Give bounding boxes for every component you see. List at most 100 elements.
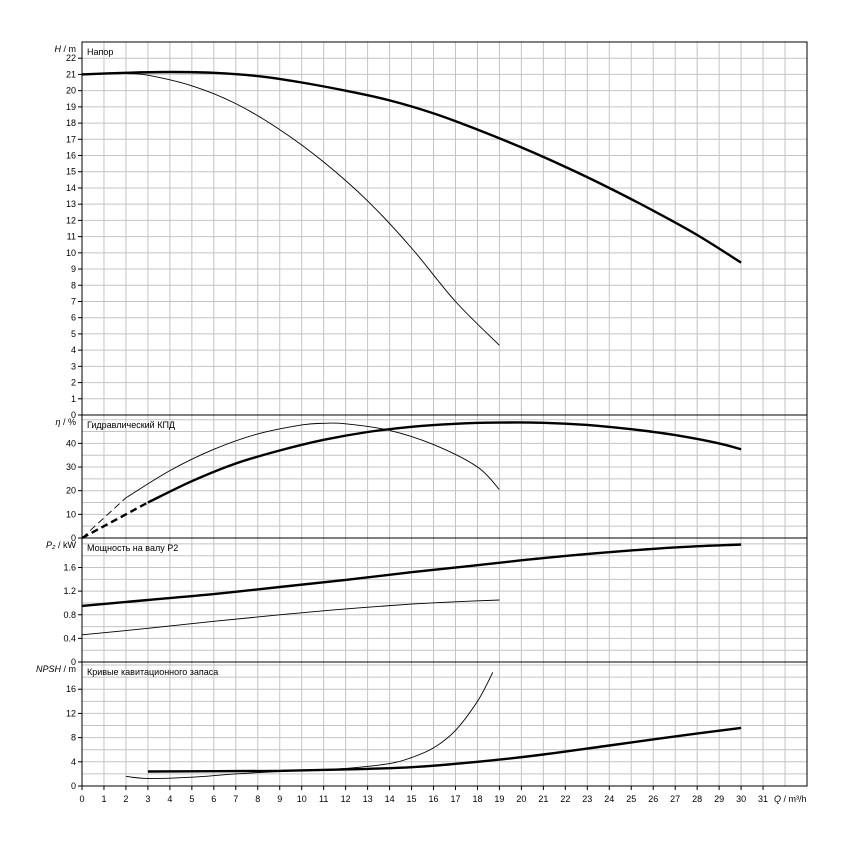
panel-power: 0 0.4 0.8 1.2 1.6 P₂ / kW Мощность на валу P2 [46, 540, 807, 667]
y-axis-unit: % [68, 417, 76, 427]
y-tick-label: 4 [71, 345, 76, 355]
x-tick-label: 0 [79, 794, 84, 804]
x-tick-label: 5 [189, 794, 194, 804]
x-tick-label: 19 [494, 794, 504, 804]
x-tick-label: 29 [714, 794, 724, 804]
y-axis-symbol: P₂ [46, 540, 56, 550]
panel-title: Кривые кавитационного запаса [87, 667, 218, 677]
y-tick-label: 10 [66, 248, 76, 258]
y-tick-label: 10 [66, 509, 76, 519]
y-tick-label: 19 [66, 102, 76, 112]
y-tick-label: 40 [66, 438, 76, 448]
x-tick-label: 7 [233, 794, 238, 804]
y-tick-label: 0.8 [63, 610, 76, 620]
panel-efficiency: 0 10 20 30 40 η / % Гидравлический КПД [55, 417, 807, 543]
x-tick-label: 23 [582, 794, 592, 804]
y-tick-label: 3 [71, 361, 76, 371]
x-tick-label: 18 [472, 794, 482, 804]
x-tick-label: 2 [123, 794, 128, 804]
y-tick-label: 22 [66, 53, 76, 63]
y-tick-label: 0 [71, 410, 76, 420]
y-tick-label: 12 [66, 708, 76, 718]
y-tick-label: 16 [66, 151, 76, 161]
x-tick-label: 27 [670, 794, 680, 804]
x-tick-label: 25 [626, 794, 636, 804]
curve-npsh-thin [125, 672, 494, 779]
y-axis-label: NPSH / m [36, 664, 76, 674]
y-axis-separator: / [61, 664, 69, 674]
y-axis-unit: kW [63, 540, 77, 550]
y-axis-unit: m [69, 44, 77, 54]
y-axis-symbol: H [54, 44, 61, 54]
y-tick-label: 4 [71, 757, 76, 767]
y-axis-symbol: η [55, 417, 60, 427]
x-tick-label: 21 [538, 794, 548, 804]
y-axis-label: H / m [54, 44, 76, 54]
x-tick-label: 24 [604, 794, 614, 804]
y-tick-label: 21 [66, 69, 76, 79]
y-tick-label: 1 [71, 394, 76, 404]
x-tick-label: 14 [385, 794, 395, 804]
y-tick-label: 8 [71, 280, 76, 290]
panel-title: Гидравлический КПД [87, 420, 175, 430]
x-tick-label: 20 [516, 794, 526, 804]
x-axis-separator: / [781, 794, 789, 804]
y-tick-label: 15 [66, 167, 76, 177]
x-tick-label: 8 [255, 794, 260, 804]
y-tick-label: 5 [71, 329, 76, 339]
curve-efficiency-thin [125, 422, 500, 499]
y-tick-label: 18 [66, 118, 76, 128]
panel-title: Напор [87, 47, 113, 57]
curve-npsh-thick [147, 726, 742, 773]
y-axis-label: η / % [55, 417, 76, 427]
curve-power-thin [81, 599, 500, 636]
y-axis-separator: / [60, 417, 68, 427]
curve-efficiency-thick-dash [81, 501, 149, 540]
x-tick-label: 4 [167, 794, 172, 804]
y-tick-label: 30 [66, 462, 76, 472]
y-tick-label: 2 [71, 378, 76, 388]
curve-efficiency-thick [147, 421, 742, 504]
y-tick-label: 16 [66, 684, 76, 694]
curve-head-thin [81, 73, 500, 346]
x-tick-label: 26 [648, 794, 658, 804]
y-tick-label: 20 [66, 486, 76, 496]
y-tick-label: 1.6 [63, 563, 76, 573]
x-tick-label: 17 [450, 794, 460, 804]
y-axis-symbol: NPSH [36, 664, 62, 674]
x-tick-label: 1 [101, 794, 106, 804]
y-axis-label: P₂ / kW [46, 540, 76, 550]
x-tick-label: 6 [211, 794, 216, 804]
x-axis-symbol: Q [774, 794, 781, 804]
x-tick-label: 12 [341, 794, 351, 804]
y-axis-unit: m [69, 664, 77, 674]
y-tick-label: 14 [66, 183, 76, 193]
x-tick-label: 3 [145, 794, 150, 804]
x-tick-label: 10 [297, 794, 307, 804]
panel-title: Мощность на валу P2 [87, 543, 178, 553]
panel-npsh: 0 4 8 12 16 NPSH / m Кривые кавитационного зап… [36, 664, 807, 791]
y-tick-label: 13 [66, 199, 76, 209]
x-tick-label: 16 [429, 794, 439, 804]
x-tick-label: 31 [758, 794, 768, 804]
y-tick-label: 12 [66, 215, 76, 225]
x-axis-label: Q / m³/h [774, 794, 807, 804]
x-tick-label: 22 [560, 794, 570, 804]
x-tick-label: 30 [736, 794, 746, 804]
y-tick-label: 20 [66, 86, 76, 96]
x-tick-label: 15 [407, 794, 417, 804]
y-tick-label: 7 [71, 296, 76, 306]
y-tick-label: 11 [67, 232, 76, 242]
curve-efficiency-thin-dash [81, 497, 127, 539]
y-axis-separator: / [61, 44, 69, 54]
y-tick-label: 8 [71, 733, 76, 743]
y-tick-label: 6 [71, 313, 76, 323]
x-tick-label: 28 [692, 794, 702, 804]
x-tick-label: 13 [363, 794, 373, 804]
y-tick-label: 0.4 [63, 633, 76, 643]
y-tick-label: 0 [71, 533, 76, 543]
x-axis-unit: m³/h [789, 794, 807, 804]
x-tick-label: 9 [277, 794, 282, 804]
y-tick-label: 1.2 [63, 586, 76, 596]
